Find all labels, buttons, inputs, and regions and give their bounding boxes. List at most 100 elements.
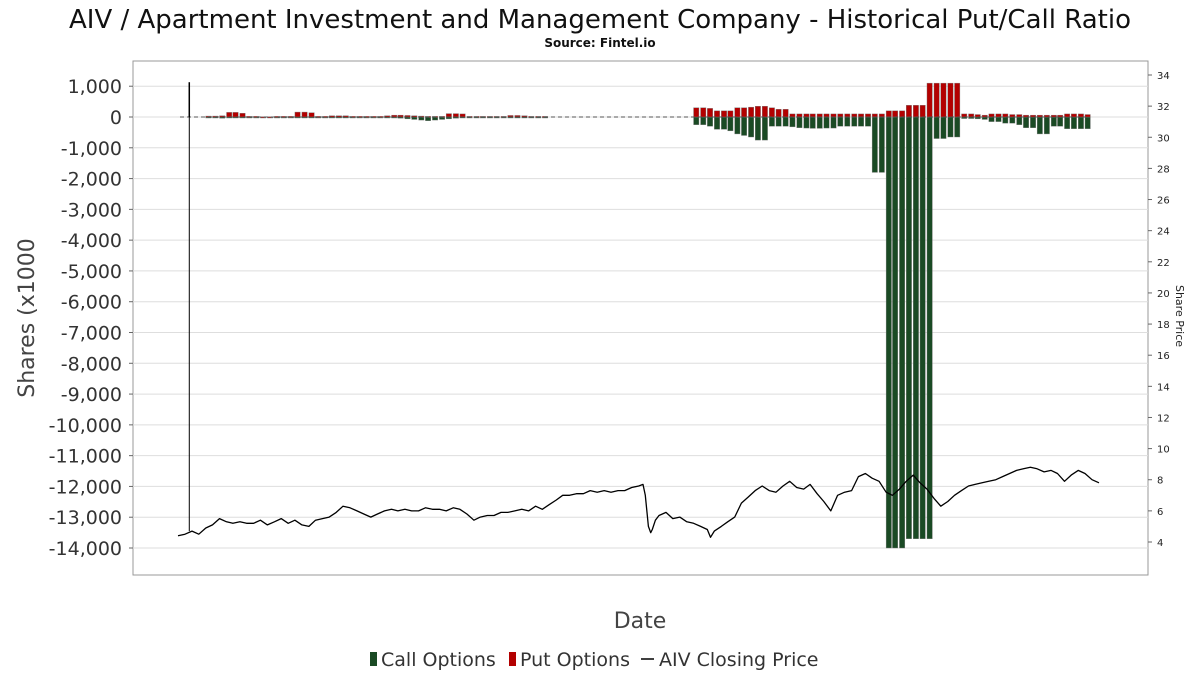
right-tick-label: 24 [1157, 227, 1170, 238]
put-bar [1030, 114, 1036, 118]
put-bar [919, 105, 926, 118]
call-bar [995, 116, 1002, 122]
put-bar [1050, 114, 1057, 118]
call-bar [940, 116, 947, 139]
right-tick-label: 32 [1157, 102, 1170, 113]
call-bar [1036, 116, 1043, 135]
call-bar [789, 116, 796, 128]
call-bar [885, 116, 892, 549]
call-bar [919, 116, 926, 539]
call-bar [865, 116, 871, 127]
put-bar [294, 111, 301, 118]
call-bar [947, 116, 954, 138]
legend-put-swatch [509, 652, 516, 666]
put-bar [885, 110, 892, 118]
put-bar [329, 115, 335, 118]
right-tick-label: 18 [1157, 320, 1170, 331]
left-tick-label: 0 [110, 107, 122, 129]
put-bar [342, 115, 349, 118]
put-bar [1084, 114, 1091, 118]
call-bar [741, 116, 748, 136]
call-bar [954, 116, 961, 138]
put-bar [762, 106, 768, 118]
right-tick-label: 34 [1157, 71, 1170, 82]
call-bar [1071, 116, 1077, 129]
call-bar [775, 116, 782, 127]
left-tick-label: -14,000 [49, 538, 122, 560]
put-bar [1036, 114, 1043, 118]
put-bar [1043, 114, 1050, 118]
right-tick-label: 16 [1157, 351, 1170, 362]
put-bar [995, 113, 1002, 118]
call-bar [714, 116, 720, 130]
put-bar [700, 107, 707, 118]
put-bar [714, 110, 720, 118]
right-tick-label: 22 [1157, 258, 1170, 269]
put-bar [933, 82, 940, 118]
put-bar [892, 110, 899, 118]
left-tick-label: -3,000 [61, 199, 122, 221]
left-tick-label: -4,000 [61, 230, 122, 252]
put-bar [782, 109, 789, 118]
call-bar [926, 116, 933, 539]
call-bar [1084, 116, 1091, 129]
put-bar [954, 82, 961, 118]
right-tick-label: 14 [1157, 382, 1170, 393]
price-line-layer [177, 82, 1100, 538]
left-tick-label: -7,000 [61, 323, 122, 345]
left-tick-label: -5,000 [61, 261, 122, 283]
call-bar [816, 116, 823, 129]
put-bar [727, 110, 734, 118]
right-axis-ticks: 4 6 8 10 12 14 16 18 20 22 24 26 28 30 32 34 [1148, 71, 1170, 549]
put-bar [308, 112, 315, 118]
left-tick-label: -1,000 [61, 138, 122, 160]
put-bar [1064, 113, 1071, 118]
right-tick-label: 4 [1157, 538, 1163, 549]
left-tick-label: 1,000 [68, 76, 122, 98]
call-bar [796, 116, 803, 128]
left-tick-label: -2,000 [61, 169, 122, 191]
legend: Call Options Put Options AIV Closing Pri… [370, 649, 818, 671]
put-bar [384, 115, 391, 118]
price-line [177, 466, 1100, 538]
left-tick-label: -9,000 [61, 384, 122, 406]
put-bar [239, 113, 246, 118]
put-bar [1071, 113, 1077, 118]
put-bar [940, 82, 947, 118]
call-bar [748, 116, 755, 138]
call-bar [858, 116, 864, 127]
call-bar [721, 116, 727, 130]
call-bar [809, 116, 816, 129]
legend-call-label: Call Options [381, 649, 496, 671]
put-bar [693, 107, 700, 118]
call-bar [693, 116, 700, 125]
put-bar [1023, 114, 1029, 118]
put-bar [226, 112, 233, 118]
put-bar [734, 107, 741, 118]
call-bar [830, 116, 837, 129]
left-tick-label: -13,000 [49, 507, 122, 529]
call-bar [803, 116, 810, 129]
call-bar [933, 116, 940, 139]
call-bar [1050, 116, 1057, 127]
call-bar [851, 116, 858, 127]
put-bar [445, 113, 452, 118]
put-bar [232, 112, 239, 118]
put-bar [988, 113, 995, 118]
call-bar [1043, 116, 1050, 135]
put-bar [755, 106, 761, 118]
put-bar [1078, 113, 1084, 118]
put-bar [1009, 114, 1016, 118]
call-bar [768, 116, 775, 127]
put-bar [452, 113, 459, 118]
put-bar [981, 114, 988, 118]
right-tick-label: 12 [1157, 413, 1170, 424]
call-bar [755, 116, 761, 141]
call-bar [892, 116, 899, 549]
right-tick-label: 8 [1157, 476, 1163, 487]
put-bar [336, 115, 342, 118]
chart-title: AIV / Apartment Investment and Managemen… [69, 5, 1131, 35]
call-bar [871, 116, 878, 173]
put-bar [741, 107, 748, 118]
